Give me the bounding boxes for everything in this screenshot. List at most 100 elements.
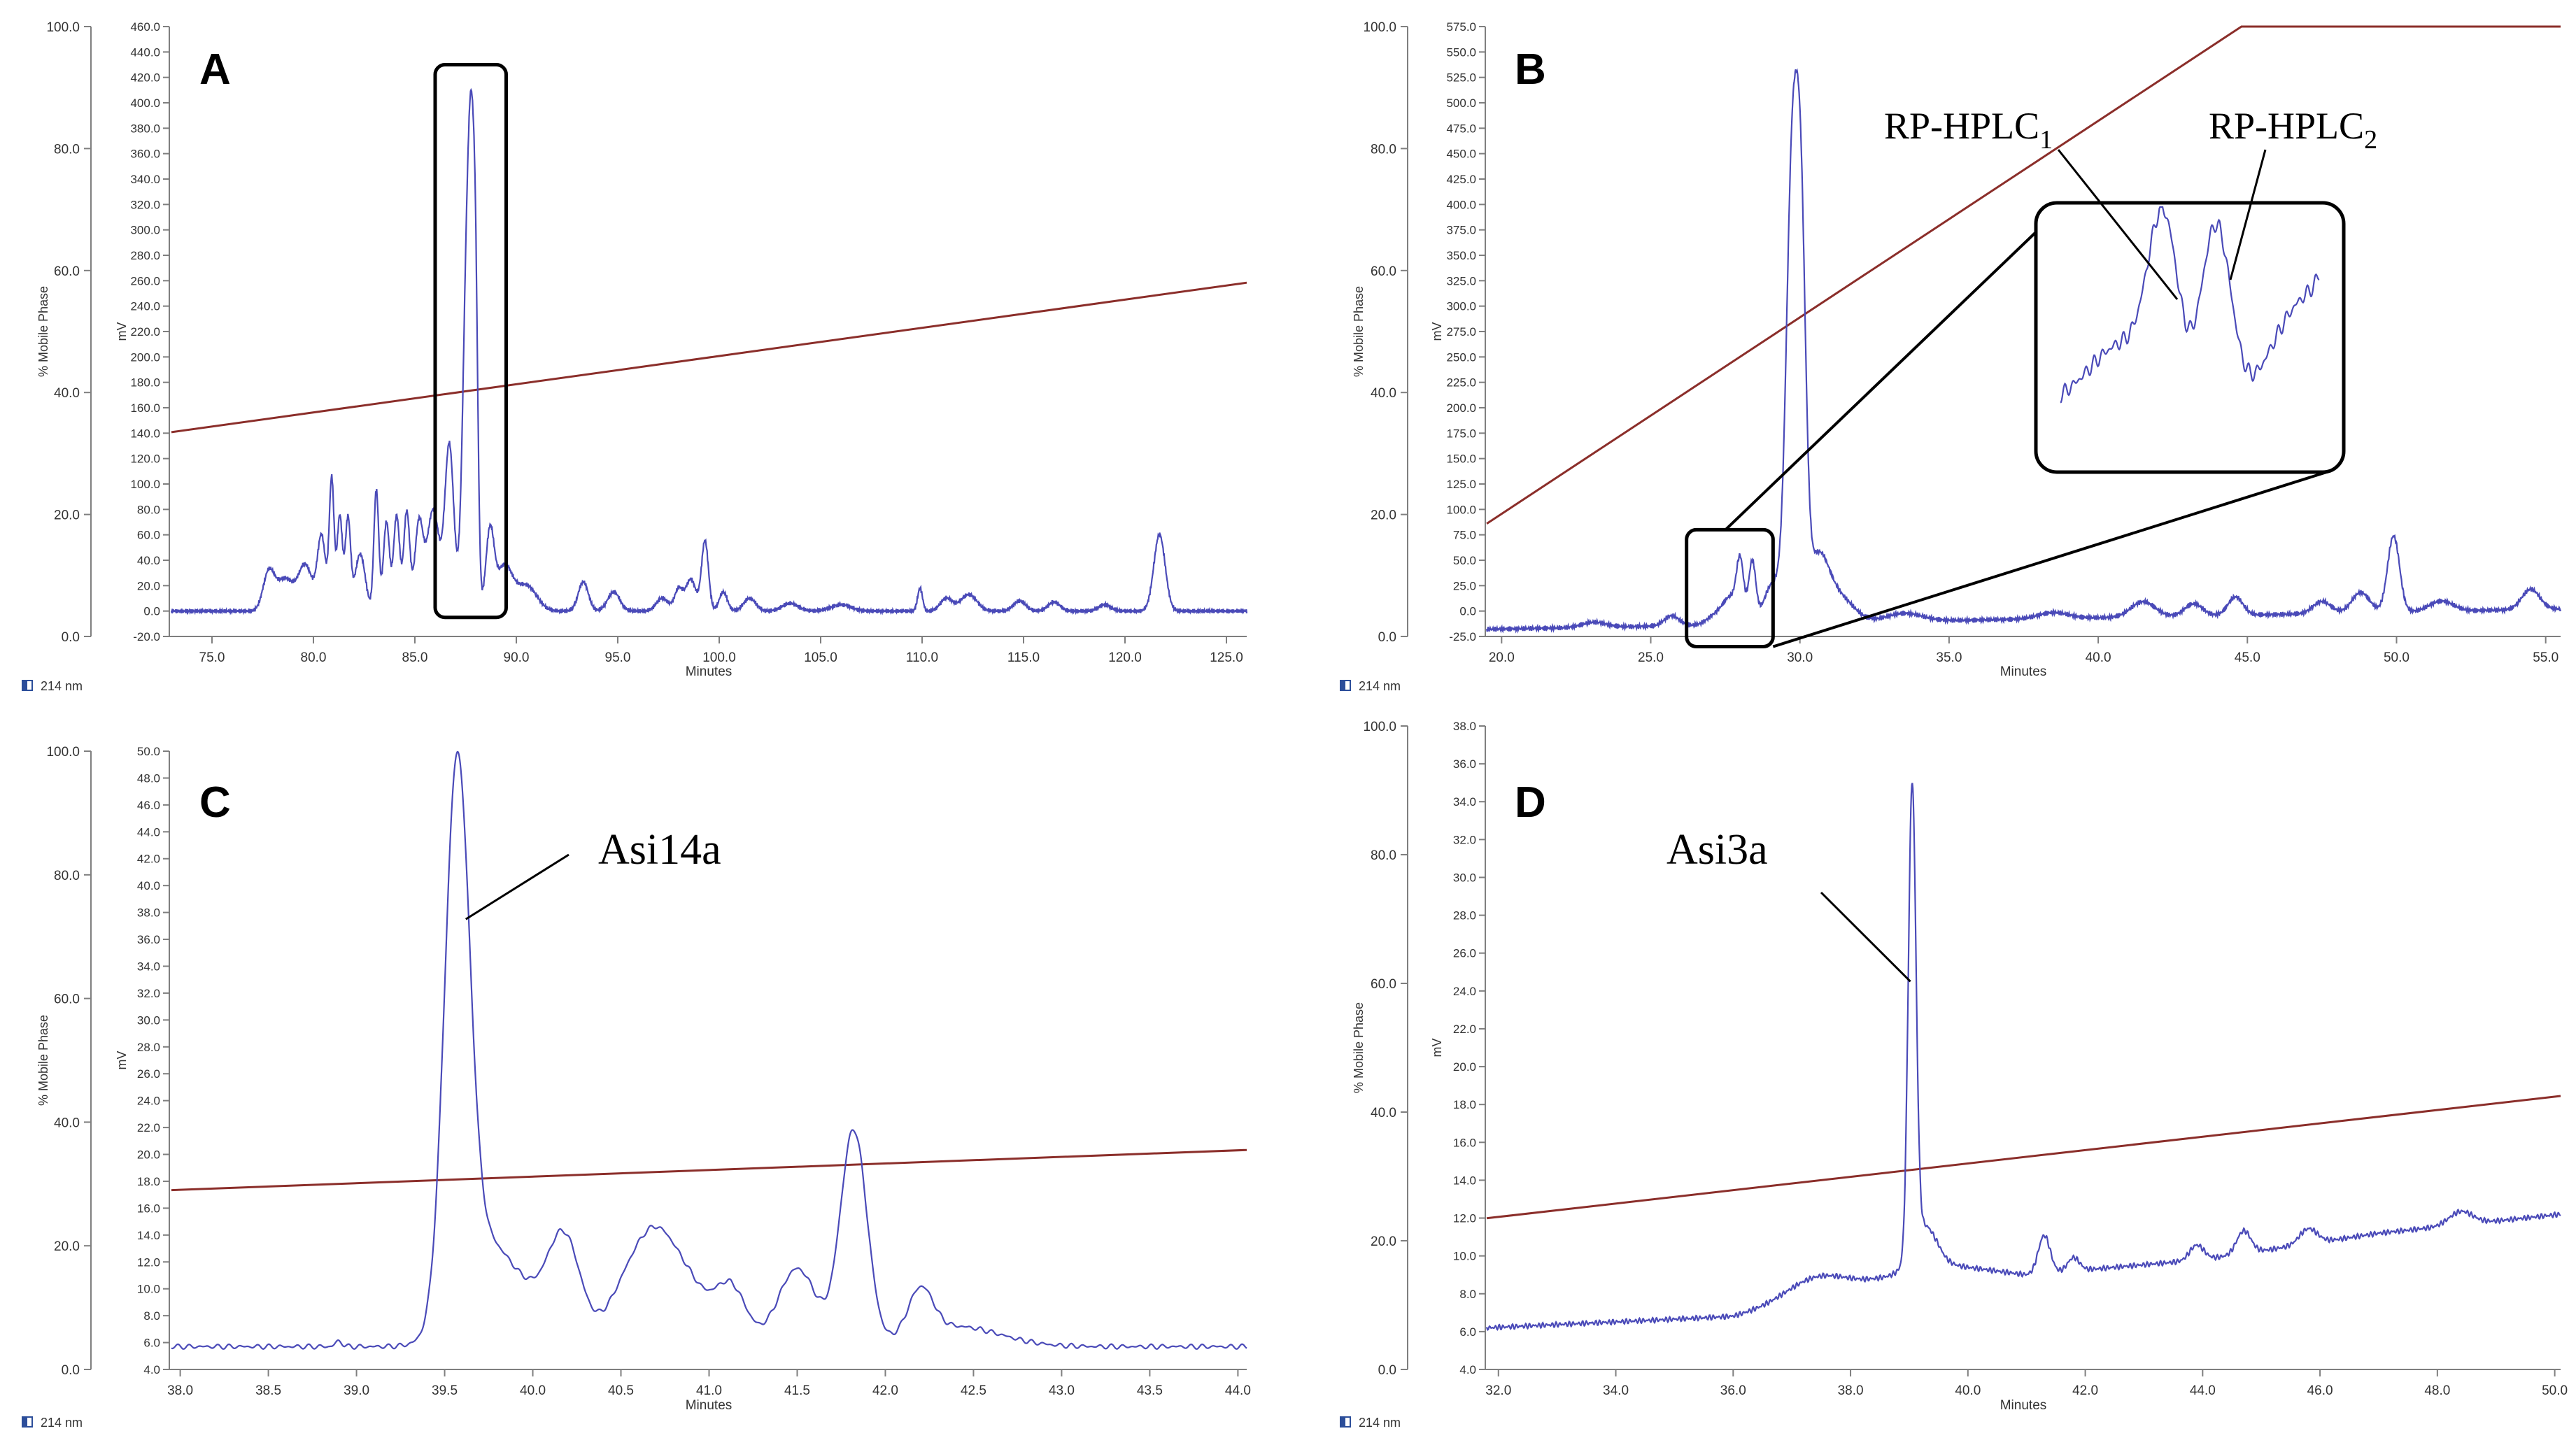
left-tick-label: 0.0: [1378, 630, 1396, 645]
right-tick-label: 14.0: [1453, 1174, 1476, 1187]
right-tick-label: 280.0: [130, 249, 160, 262]
gradient-line: [171, 1148, 1247, 1192]
zoom-connector-line: [1772, 469, 2332, 648]
right-tick-label: 48.0: [137, 771, 160, 785]
right-tick-label: -20.0: [133, 630, 160, 643]
left-tick-label: 20.0: [54, 508, 80, 523]
legend-label: 214 nm: [41, 1416, 83, 1430]
right-tick-label: 420.0: [130, 71, 160, 85]
right-tick-label: 42.0: [137, 853, 160, 866]
left-tick-label: 0.0: [62, 630, 80, 645]
legend-label: 214 nm: [1359, 1416, 1401, 1430]
right-tick-label: 22.0: [137, 1121, 160, 1134]
left-tick-label: 100.0: [46, 745, 80, 760]
chart-panel-a: 0.0 20.0 40.0 60.0 80.0 100.0 -20.0 0.0 20.0 40.0…: [22, 20, 1248, 693]
left-tick-label: 40.0: [54, 386, 80, 401]
x-tick-label: 100.0: [702, 650, 736, 665]
right-tick-label: 250.0: [1446, 350, 1476, 364]
left-tick-label: 100.0: [1363, 720, 1396, 734]
right-tick-label: 275.0: [1446, 325, 1476, 339]
chromatogram-trace: [1485, 68, 2562, 634]
peak-annotation-label: Asi3a: [1666, 826, 1768, 874]
right-tick-label: 20.0: [1453, 1060, 1476, 1074]
right-tick-label: 25.0: [1453, 579, 1476, 592]
right-tick-label: 30.0: [1453, 871, 1476, 884]
right-tick-label: 26.0: [1453, 947, 1476, 960]
right-tick-label: 500.0: [1446, 97, 1476, 110]
x-tick-label: 120.0: [1108, 650, 1142, 665]
right-tick-label: 32.0: [137, 987, 160, 1000]
left-tick-label: 40.0: [54, 1116, 80, 1130]
right-tick-label: 18.0: [137, 1175, 160, 1188]
x-tick-label: 42.0: [2072, 1383, 2098, 1398]
right-tick-label: 40.0: [137, 879, 160, 892]
right-tick-label: 300.0: [1446, 300, 1476, 313]
left-tick-label: 20.0: [54, 1239, 80, 1254]
x-tick-label: 40.0: [1955, 1383, 1981, 1398]
right-tick-label: 36.0: [137, 933, 160, 946]
right-tick-label: 34.0: [137, 960, 160, 973]
left-tick-label: 20.0: [1371, 508, 1396, 523]
left-tick-label: 80.0: [1371, 848, 1396, 863]
zoom-inset-box: [2034, 201, 2346, 474]
panel-letter: B: [1515, 45, 1546, 94]
right-tick-label: 350.0: [1446, 249, 1476, 262]
right-tick-label: 550.0: [1446, 45, 1476, 59]
legend-icon-fill: [1340, 681, 1345, 690]
right-tick-label: 22.0: [1453, 1023, 1476, 1036]
x-tick-label: 41.0: [696, 1383, 722, 1398]
x-axis-title: Minutes: [686, 664, 733, 679]
x-tick-label: 44.0: [1225, 1383, 1251, 1398]
zoom-inset-trace: [2060, 206, 2320, 404]
right-tick-label: 75.0: [1453, 529, 1476, 542]
x-tick-label: 40.0: [2086, 650, 2111, 665]
right-tick-label: 440.0: [130, 45, 160, 59]
right-tick-label: 150.0: [1446, 453, 1476, 466]
zoom-connector-line: [1724, 229, 2039, 531]
right-tick-label: 260.0: [130, 274, 160, 287]
right-tick-label: 0.0: [143, 605, 160, 618]
x-tick-label: 115.0: [1007, 650, 1040, 665]
right-tick-label: 50.0: [137, 745, 160, 758]
x-tick-label: 50.0: [2384, 650, 2409, 665]
legend-icon-fill: [22, 681, 27, 690]
x-tick-label: 43.0: [1049, 1383, 1075, 1398]
left-tick-label: 60.0: [1371, 977, 1396, 992]
right-tick-label: 125.0: [1446, 478, 1476, 491]
x-tick-label: 39.0: [344, 1383, 369, 1398]
right-tick-label: 320.0: [130, 198, 160, 211]
x-tick-label: 48.0: [2424, 1383, 2450, 1398]
x-tick-label: 55.0: [2533, 650, 2559, 665]
right-tick-label: 8.0: [143, 1309, 160, 1323]
right-tick-label: 60.0: [137, 529, 160, 542]
left-tick-label: 60.0: [54, 264, 80, 279]
right-tick-label: 6.0: [143, 1337, 160, 1350]
x-tick-label: 80.0: [301, 650, 327, 665]
x-tick-label: 43.5: [1137, 1383, 1163, 1398]
right-axis-title: mV: [115, 322, 129, 341]
right-tick-label: 460.0: [130, 20, 160, 34]
chart-panel-c: 0.0 20.0 40.0 60.0 80.0 100.0 4.0 6.0 8.0 10.0 12.…: [22, 745, 1251, 1430]
right-tick-label: 160.0: [130, 401, 160, 415]
x-tick-label: 45.0: [2235, 650, 2260, 665]
x-tick-label: 25.0: [1638, 650, 1664, 665]
x-tick-label: 38.0: [167, 1383, 193, 1398]
x-tick-label: 30.0: [1787, 650, 1813, 665]
legend-label: 214 nm: [41, 679, 83, 693]
left-tick-label: 40.0: [1371, 1106, 1396, 1120]
x-tick-label: 85.0: [402, 650, 428, 665]
right-tick-label: 400.0: [130, 97, 160, 110]
left-tick-label: 80.0: [54, 869, 80, 883]
x-tick-label: 75.0: [199, 650, 225, 665]
right-tick-label: 36.0: [1453, 757, 1476, 771]
left-tick-label: 0.0: [1378, 1363, 1396, 1378]
peak-highlight-box: [433, 63, 508, 620]
right-tick-label: 0.0: [1459, 605, 1476, 618]
right-tick-label: 225.0: [1446, 376, 1476, 390]
right-tick-label: 20.0: [137, 579, 160, 592]
right-tick-label: 24.0: [1453, 985, 1476, 998]
x-tick-label: 46.0: [2307, 1383, 2333, 1398]
legend-icon-fill: [1340, 1417, 1345, 1427]
annotation-leader-line: [1820, 891, 1911, 983]
